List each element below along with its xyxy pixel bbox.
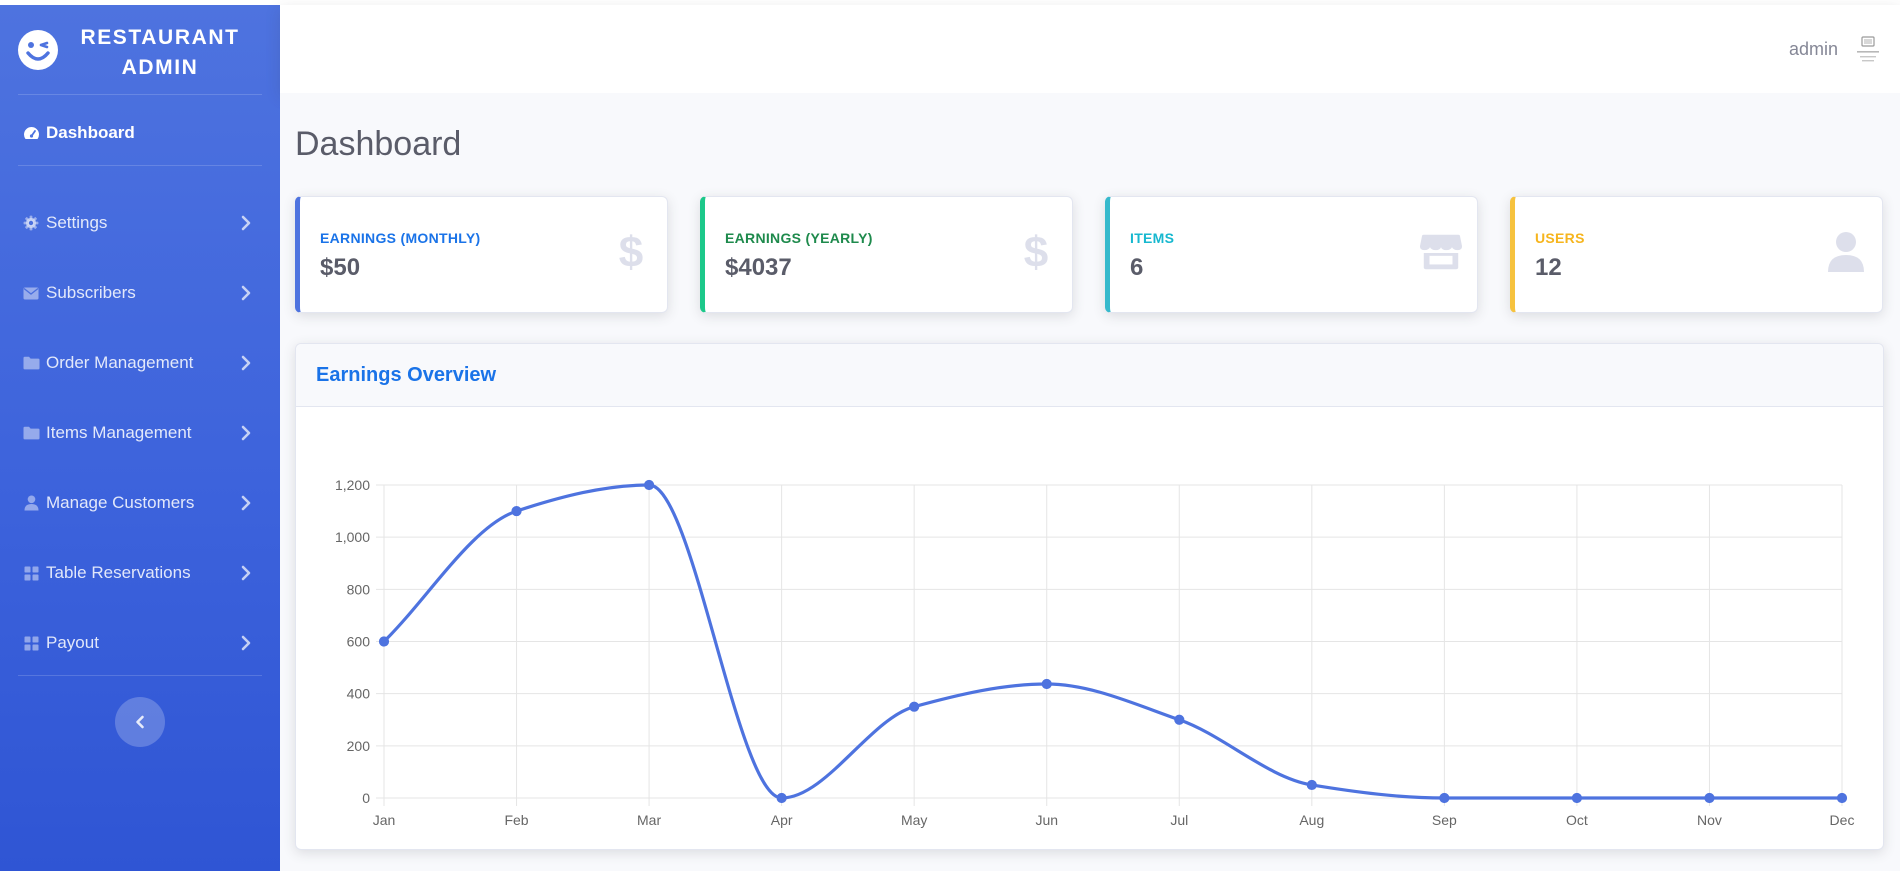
tachometer-icon xyxy=(22,124,40,142)
sidebar-item-settings[interactable]: Settings xyxy=(0,203,280,243)
store-icon xyxy=(1419,230,1463,274)
stat-card-users: USERS 12 xyxy=(1510,196,1883,313)
x-tick-label: Jul xyxy=(1170,812,1188,828)
card-header: Earnings Overview xyxy=(296,344,1883,407)
x-tick-label: Jun xyxy=(1035,812,1058,828)
stat-card-items: ITEMS 6 xyxy=(1105,196,1478,313)
stat-value: $4037 xyxy=(725,254,792,281)
brand-name: RESTAURANT ADMIN xyxy=(80,26,240,79)
svg-text:$: $ xyxy=(1024,231,1048,273)
data-point xyxy=(1306,779,1317,791)
user-icon xyxy=(1824,230,1868,274)
stat-label: USERS xyxy=(1535,230,1585,246)
data-point xyxy=(643,479,655,491)
gear-icon xyxy=(22,214,40,232)
topbar: admin xyxy=(280,5,1900,93)
earnings-overview-card: Earnings Overview 0 200 400 600 800 1,000 1,20… xyxy=(295,343,1884,850)
y-tick-label: 800 xyxy=(347,581,371,597)
data-point xyxy=(909,701,920,712)
smiley-wink-icon xyxy=(18,30,58,70)
x-tick-label: May xyxy=(901,812,927,828)
sidebar: RESTAURANT ADMIN Dashboard Settings Subs… xyxy=(0,5,280,871)
sidebar-divider xyxy=(18,94,262,95)
sidebar-toggle-button[interactable] xyxy=(115,697,165,747)
brand[interactable]: RESTAURANT ADMIN xyxy=(0,5,280,93)
data-point xyxy=(1041,678,1052,690)
sidebar-item-manage-customers[interactable]: Manage Customers xyxy=(0,483,280,523)
chevron-right-icon xyxy=(241,355,251,371)
user-icon xyxy=(22,494,40,512)
data-point xyxy=(1571,792,1583,804)
stat-card-earnings-yearly: EARNINGS (YEARLY) $4037 $ xyxy=(700,196,1073,313)
sidebar-item-payout[interactable]: Payout xyxy=(0,623,280,663)
page-title: Dashboard xyxy=(295,125,462,163)
y-tick-label: 400 xyxy=(347,686,371,702)
no-image-found-icon[interactable] xyxy=(1854,35,1882,69)
chevron-left-icon xyxy=(136,715,144,729)
svg-text:$: $ xyxy=(619,231,643,273)
earnings-line-chart: 0 200 400 600 800 1,000 1,200 Jan Feb Mar Apr May Ju… xyxy=(335,477,1855,828)
window-top-edge xyxy=(0,0,1900,5)
chevron-right-icon xyxy=(241,215,251,231)
sidebar-item-label: Dashboard xyxy=(46,123,135,142)
stat-label: EARNINGS (MONTHLY) xyxy=(320,230,481,246)
chevron-right-icon xyxy=(241,495,251,511)
dollar-icon: $ xyxy=(609,230,653,274)
envelope-icon xyxy=(22,284,40,302)
y-tick-label: 200 xyxy=(347,738,371,754)
stat-label: EARNINGS (YEARLY) xyxy=(725,230,873,246)
stat-value: 12 xyxy=(1535,254,1562,281)
data-point xyxy=(1174,714,1185,725)
sidebar-item-label: Manage Customers xyxy=(46,493,195,512)
stat-value: $50 xyxy=(320,254,361,281)
th-large-icon xyxy=(22,634,40,652)
data-point xyxy=(1439,792,1450,804)
sidebar-item-subscribers[interactable]: Subscribers xyxy=(0,273,280,313)
data-point xyxy=(1836,792,1848,804)
x-tick-label: Sep xyxy=(1432,812,1457,828)
sidebar-divider xyxy=(18,165,262,166)
data-point xyxy=(511,505,522,517)
th-large-icon xyxy=(22,564,40,582)
y-tick-label: 0 xyxy=(362,790,370,806)
sidebar-item-label: Payout xyxy=(46,633,99,652)
chevron-right-icon xyxy=(241,285,251,301)
sidebar-item-order-management[interactable]: Order Management xyxy=(0,343,280,383)
data-point xyxy=(1704,792,1715,804)
main-content: Dashboard EARNINGS (MONTHLY) $50 $ EARNI… xyxy=(280,93,1900,871)
x-tick-label: Jan xyxy=(373,812,396,828)
sidebar-item-label: Subscribers xyxy=(46,283,136,302)
y-tick-label: 1,200 xyxy=(335,477,370,493)
chevron-right-icon xyxy=(241,635,251,651)
x-tick-label: Dec xyxy=(1830,812,1855,828)
sidebar-item-label: Table Reservations xyxy=(46,563,191,582)
sidebar-item-table-reservations[interactable]: Table Reservations xyxy=(0,553,280,593)
data-point xyxy=(378,636,390,647)
sidebar-item-label: Items Management xyxy=(46,423,192,442)
sidebar-item-items-management[interactable]: Items Management xyxy=(0,413,280,453)
sidebar-item-label: Order Management xyxy=(46,353,194,372)
folder-icon xyxy=(22,354,40,372)
x-tick-label: Nov xyxy=(1697,812,1722,828)
x-tick-label: Feb xyxy=(504,812,528,828)
sidebar-item-label: Settings xyxy=(46,213,108,232)
y-tick-label: 600 xyxy=(347,634,371,650)
x-tick-label: Apr xyxy=(771,812,793,828)
x-tick-label: Mar xyxy=(637,812,661,828)
user-name[interactable]: admin xyxy=(1788,39,1838,59)
sidebar-item-dashboard[interactable]: Dashboard xyxy=(0,113,280,153)
x-tick-label: Oct xyxy=(1566,812,1588,828)
stat-label: ITEMS xyxy=(1130,230,1175,246)
y-tick-label: 1,000 xyxy=(335,529,370,545)
data-point xyxy=(776,792,787,804)
chevron-right-icon xyxy=(241,565,251,581)
stat-card-earnings-monthly: EARNINGS (MONTHLY) $50 $ xyxy=(295,196,668,313)
stat-value: 6 xyxy=(1130,254,1144,281)
x-tick-label: Aug xyxy=(1299,812,1324,828)
sidebar-divider xyxy=(18,675,262,676)
folder-icon xyxy=(22,424,40,442)
dollar-icon: $ xyxy=(1014,230,1058,274)
chevron-right-icon xyxy=(241,425,251,441)
card-title: Earnings Overview xyxy=(316,364,497,386)
